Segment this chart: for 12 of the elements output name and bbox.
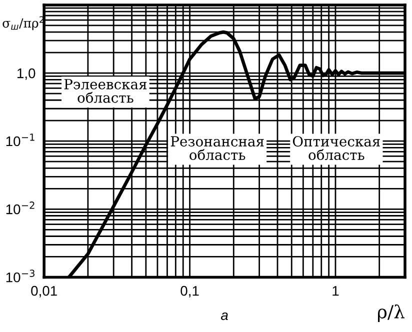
x-axis-title: ρ/λ — [378, 304, 404, 322]
text: a — [220, 312, 228, 320]
annotation: Резонансная область — [170, 136, 264, 160]
y-tick-label: 10$^{−3}$ — [6, 270, 34, 282]
x-tick-label: 1 — [332, 286, 339, 296]
x-tick-label: 0,1 — [180, 286, 199, 298]
y-tick-label: 10$^{−1}$ — [6, 134, 34, 146]
annotation: Рэлеевская область — [64, 79, 147, 103]
x-tick-label: 0,01 — [31, 286, 57, 298]
y-tick-label: 1,0 — [18, 68, 36, 80]
y-tick-label: 10$^{−2}$ — [6, 202, 34, 214]
annotation: Оптическая область — [292, 136, 380, 160]
